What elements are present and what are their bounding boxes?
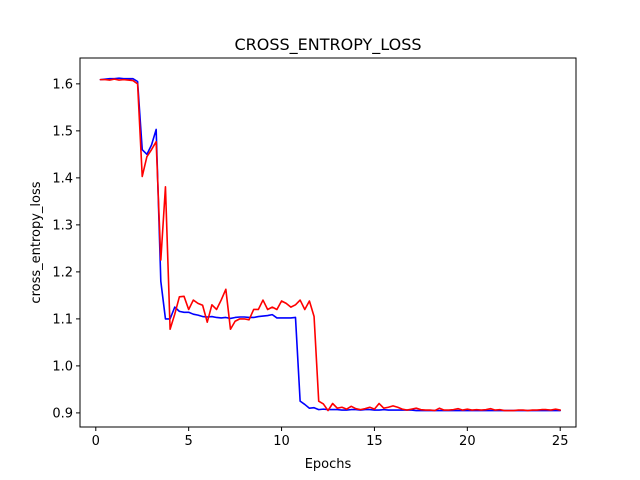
x-axis: 0 5 10 15 20 25 — [92, 427, 569, 449]
y-tick-label: 1.6 — [52, 77, 73, 92]
plot-frame — [79, 57, 577, 428]
y-tick-label: 0.9 — [52, 406, 73, 421]
y-tick-label: 1.1 — [52, 312, 73, 327]
y-tick-label: 1.5 — [52, 124, 73, 139]
x-tick-label: 25 — [552, 434, 569, 449]
x-tick-label: 0 — [92, 434, 100, 449]
y-tick-label: 1.3 — [52, 218, 73, 233]
x-tick-label: 15 — [366, 434, 383, 449]
y-tick-label: 1.0 — [52, 359, 73, 374]
chart-title: CROSS_ENTROPY_LOSS — [234, 35, 421, 55]
x-tick-label: 10 — [273, 434, 290, 449]
x-tick-label: 20 — [459, 434, 476, 449]
y-axis-label: cross_entropy_loss — [29, 181, 44, 303]
y-axis: 0.9 1.0 1.1 1.2 1.3 1.4 1.5 1.6 — [52, 77, 80, 421]
x-tick-label: 5 — [185, 434, 193, 449]
series-line-2 — [99, 78, 562, 412]
y-tick-label: 1.4 — [52, 171, 73, 186]
plot-lines — [99, 77, 562, 412]
x-axis-label: Epochs — [305, 457, 352, 472]
y-tick-label: 1.2 — [52, 265, 73, 280]
